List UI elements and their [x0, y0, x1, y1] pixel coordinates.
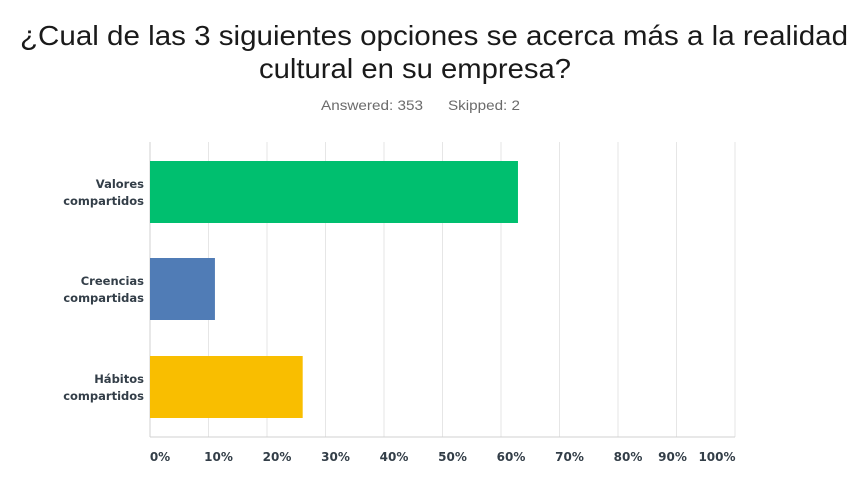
category-label: compartidos [63, 194, 144, 208]
category-label: Creencias [81, 274, 144, 288]
x-tick-label: 100% [698, 450, 735, 464]
category-label: compartidas [63, 291, 144, 305]
x-tick-label: 90% [658, 450, 687, 464]
bar-2 [150, 356, 303, 418]
category-label: compartidos [63, 389, 144, 403]
x-tick-label: 70% [555, 450, 584, 464]
x-tick-label: 50% [438, 450, 467, 464]
x-tick-label: 0% [150, 450, 170, 464]
x-tick-label: 80% [614, 450, 643, 464]
chart-title-line-2: cultural en su empresa? [259, 53, 571, 84]
category-label: Valores [96, 177, 144, 191]
chart-title-line-1: ¿Cual de las 3 siguientes opciones se ac… [20, 20, 848, 51]
category-label: Hábitos [94, 372, 144, 386]
answered-count: Answered: 353 [321, 97, 423, 113]
x-tick-label: 10% [204, 450, 233, 464]
bar-0 [150, 161, 518, 223]
skipped-count: Skipped: 2 [448, 97, 520, 113]
x-tick-label: 40% [380, 450, 409, 464]
x-tick-label: 30% [321, 450, 350, 464]
x-tick-label: 20% [263, 450, 292, 464]
x-tick-label: 60% [497, 450, 526, 464]
bar-1 [150, 258, 215, 320]
